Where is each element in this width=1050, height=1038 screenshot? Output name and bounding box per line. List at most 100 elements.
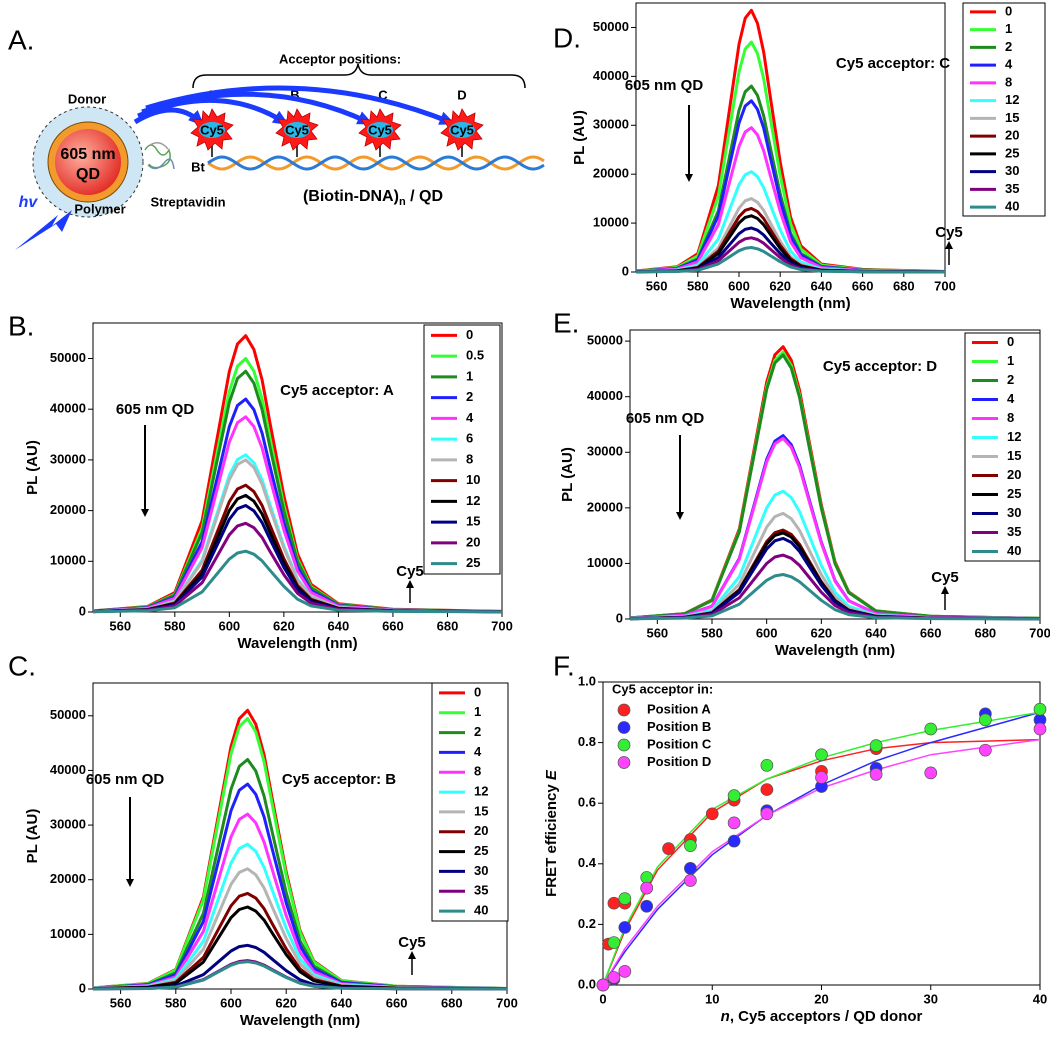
subtitle: Cy5 acceptor: C [836, 55, 950, 72]
spectrum-line [92, 458, 503, 614]
light-bolt [15, 210, 72, 250]
legend-label: 1 [1005, 21, 1012, 36]
spectrum-line [92, 960, 508, 991]
legend-label: 8 [474, 764, 481, 779]
donor-label: 605 nm QD [86, 771, 165, 788]
legend-label: Position C [647, 736, 712, 751]
legend-label: 30 [1005, 163, 1019, 178]
x-tick-label: 560 [110, 995, 132, 1010]
legend-label: 40 [474, 903, 488, 918]
acceptor-title: Acceptor positions: [279, 51, 401, 66]
spectrum-line [635, 246, 946, 274]
legend-label: 20 [466, 534, 480, 549]
y-tick-label: 1.0 [578, 673, 596, 688]
legend-label: 40 [1005, 199, 1019, 214]
y-tick-label: 10000 [587, 555, 623, 570]
y-axis-title: FRET efficiency E [543, 769, 560, 897]
position-label: D [457, 87, 466, 102]
legend-label: 4 [1007, 391, 1015, 406]
data-point [684, 839, 697, 852]
legend-label: 25 [474, 843, 488, 858]
data-point [662, 842, 675, 856]
data-point [640, 881, 654, 895]
cy5-label: Cy5 [200, 122, 224, 137]
qd-label: QD [76, 166, 100, 183]
x-axis-title: Wavelength (nm) [237, 635, 357, 652]
donor-label: Donor [68, 91, 106, 106]
x-tick-label: 10 [705, 991, 719, 1006]
legend-label: 12 [1005, 92, 1019, 107]
spectrum-line [92, 867, 508, 991]
data-point [869, 768, 883, 781]
spectrum-line [92, 842, 508, 991]
x-tick-label: 660 [920, 625, 942, 640]
y-tick-label: 0 [79, 603, 86, 618]
plot-frame [635, 2, 946, 273]
dna [207, 155, 545, 171]
construct-text: (Biotin-DNA) [303, 188, 399, 205]
spectrum-line [635, 40, 946, 274]
legend-label: 15 [474, 803, 488, 818]
legend-label: 35 [1005, 181, 1019, 196]
spectrum-line [92, 758, 508, 991]
legend-label: 0.5 [466, 348, 484, 363]
construct-sub: n [399, 196, 406, 208]
x-tick-label: 620 [769, 278, 791, 293]
y-tick-label: 50000 [593, 19, 629, 34]
x-tick-label: 560 [646, 278, 668, 293]
legend-label: 20 [1005, 128, 1019, 143]
legend-label: 0 [1007, 334, 1014, 349]
spectrum-line [92, 905, 508, 991]
legend-label: 1 [466, 368, 473, 383]
legend-label: 4 [1005, 57, 1013, 72]
legend-marker [617, 738, 631, 752]
x-tick-label: 30 [924, 991, 938, 1006]
legend-label: 15 [1007, 448, 1021, 463]
legend-label: 0 [1005, 3, 1012, 18]
legend-label: 35 [474, 883, 488, 898]
acceptor-label: Cy5 [396, 563, 424, 580]
x-axis-title: n, Cy5 acceptors / QD donor [721, 1008, 923, 1025]
y-axis-title: PL (AU) [571, 110, 588, 165]
spectrum-line [92, 812, 508, 991]
legend-label: 2 [466, 389, 473, 404]
spectrum-line [629, 553, 1041, 621]
legend-label: 10 [466, 472, 480, 487]
y-tick-label: 30000 [587, 444, 623, 459]
legend-label: 1 [1007, 353, 1014, 368]
data-point [607, 936, 621, 949]
legend-label: 8 [466, 451, 473, 466]
y-tick-label: 0.8 [578, 734, 596, 749]
x-axis-title: Wavelength (nm) [775, 642, 895, 659]
data-point [727, 816, 741, 830]
y-tick-label: 50000 [587, 333, 623, 348]
x-tick-label: 680 [974, 625, 996, 640]
legend-box [423, 324, 501, 575]
panel-label: A. [8, 24, 34, 55]
y-tick-label: 30000 [50, 451, 86, 466]
x-tick-label: 20 [814, 991, 828, 1006]
y-tick-label: 10000 [593, 215, 629, 230]
legend-label: Position B [647, 719, 711, 734]
y-tick-label: 40000 [50, 762, 86, 777]
panel-label: F. [553, 650, 575, 681]
y-tick-label: 40000 [50, 401, 86, 416]
y-tick-label: 30000 [593, 117, 629, 132]
legend-label: 0 [474, 684, 481, 699]
donor-label: 605 nm QD [625, 77, 704, 94]
legend-label: 30 [474, 863, 488, 878]
data-point [618, 892, 632, 905]
panel-label: D. [553, 22, 581, 53]
y-tick-label: 20000 [593, 166, 629, 181]
x-axis-title: Wavelength (nm) [240, 1012, 360, 1029]
cy5-label: Cy5 [450, 122, 474, 137]
legend-label: 20 [474, 823, 488, 838]
x-tick-label: 560 [109, 618, 131, 633]
legend-label: 4 [466, 410, 474, 425]
x-tick-label: 660 [852, 278, 874, 293]
data-point [760, 807, 774, 821]
legend-marker [617, 721, 631, 734]
y-tick-label: 0.6 [578, 795, 596, 810]
y-tick-label: 20000 [50, 502, 86, 517]
